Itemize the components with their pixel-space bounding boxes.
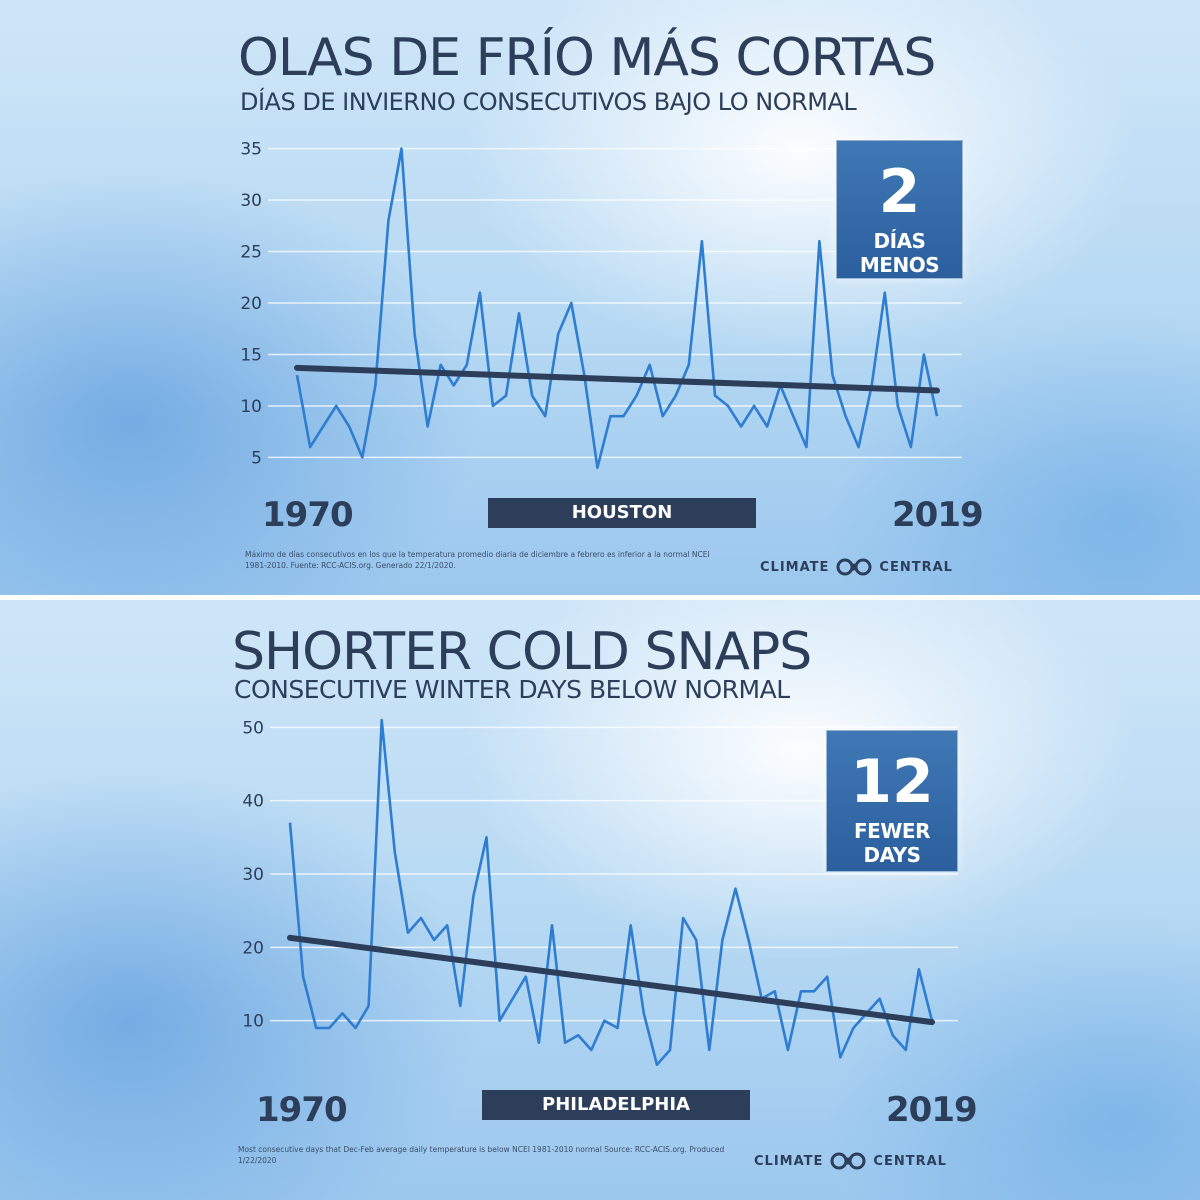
y-tick-label: 25 xyxy=(240,243,262,263)
y-tick-label: 35 xyxy=(240,140,262,160)
y-tick-label: 20 xyxy=(242,938,264,958)
y-tick-label: 50 xyxy=(242,718,264,738)
badge: 12 FEWER DAYS xyxy=(826,730,958,872)
chart-panel-philadelphia: SHORTER COLD SNAPS CONSECUTIVE WINTER DA… xyxy=(0,600,1200,1200)
series-line xyxy=(295,147,939,470)
badge-number: 12 xyxy=(850,747,934,817)
line-chart: 35 30 25 20 15 10 5 xyxy=(240,140,962,470)
brand-left-text: CLIMATE xyxy=(754,1153,824,1169)
x-end-label: 2019 xyxy=(886,1090,978,1130)
panel-divider xyxy=(0,595,1200,600)
badge-label: DÍAS MENOS xyxy=(859,229,940,277)
y-tick-label: 30 xyxy=(240,191,262,211)
y-tick-label: 40 xyxy=(242,792,264,812)
y-tick-label: 15 xyxy=(240,345,262,365)
location-label: PHILADELPHIA xyxy=(482,1090,750,1120)
climate-central-logo-icon xyxy=(830,1152,866,1170)
footnote: Máximo de días consecutivos en los que l… xyxy=(245,550,710,570)
x-end-label: 2019 xyxy=(892,495,984,535)
location-label: HOUSTON xyxy=(488,498,756,528)
chart-panel-houston: OLAS DE FRÍO MÁS CORTAS DÍAS DE INVIERNO… xyxy=(0,0,1200,595)
chart-subtitle: CONSECUTIVE WINTER DAYS BELOW NORMAL xyxy=(234,675,790,704)
y-tick-label: 20 xyxy=(240,294,262,314)
footnote: Most consecutive days that Dec-Feb avera… xyxy=(238,1145,725,1165)
brand-left-text: CLIMATE xyxy=(760,559,830,575)
x-start-label: 1970 xyxy=(262,495,354,535)
brand-right-text: CENTRAL xyxy=(879,559,953,575)
badge-number: 2 xyxy=(878,157,921,227)
line-chart: 50 40 30 20 10 xyxy=(242,718,958,1067)
trend-line xyxy=(287,934,935,1026)
chart-title: OLAS DE FRÍO MÁS CORTAS xyxy=(238,28,936,88)
climate-central-logo-icon xyxy=(836,558,872,576)
badge: 2 DÍAS MENOS xyxy=(836,140,963,279)
y-tick-label: 5 xyxy=(251,448,262,468)
brand-logo: CLIMATE CENTRAL xyxy=(754,1152,947,1170)
chart-title: SHORTER COLD SNAPS xyxy=(232,622,812,682)
brand-logo: CLIMATE CENTRAL xyxy=(760,558,953,576)
badge-label: FEWER DAYS xyxy=(854,819,930,867)
brand-right-text: CENTRAL xyxy=(873,1153,947,1169)
trend-line xyxy=(294,364,940,394)
y-tick-label: 10 xyxy=(240,397,262,417)
chart-subtitle: DÍAS DE INVIERNO CONSECUTIVOS BAJO LO NO… xyxy=(240,88,857,116)
x-start-label: 1970 xyxy=(256,1090,348,1130)
series-line xyxy=(288,718,934,1067)
y-tick-label: 30 xyxy=(242,865,264,885)
y-tick-label: 10 xyxy=(242,1012,264,1032)
